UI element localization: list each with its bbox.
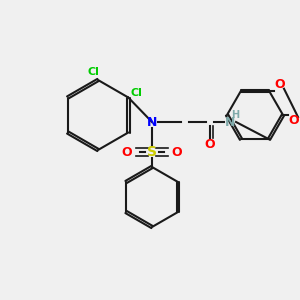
Text: O: O	[122, 146, 132, 158]
Text: O: O	[172, 146, 182, 158]
Text: N: N	[147, 116, 157, 128]
Text: O: O	[275, 78, 285, 91]
Text: O: O	[289, 115, 299, 128]
Text: Cl: Cl	[130, 88, 142, 98]
Text: Cl: Cl	[87, 67, 99, 77]
Text: H: H	[231, 110, 239, 120]
Text: S: S	[147, 145, 157, 159]
Text: N: N	[225, 116, 235, 128]
Text: O: O	[205, 137, 215, 151]
